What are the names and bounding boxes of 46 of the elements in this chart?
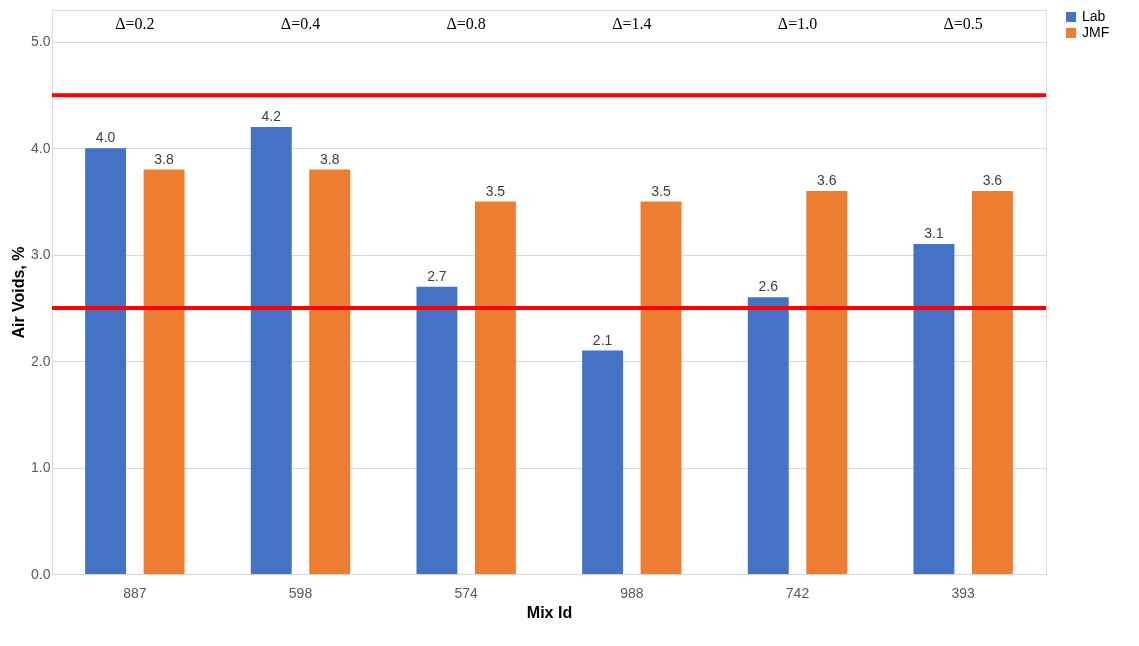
annotation: Δ=0.8 [446, 15, 486, 32]
bar [250, 127, 292, 574]
annotation: Δ=0.4 [280, 15, 321, 32]
y-tick-label: 2.0 [31, 352, 51, 369]
annotation: Δ=0.5 [943, 15, 983, 32]
data-label: 2.1 [592, 331, 613, 348]
bar [971, 190, 1013, 574]
y-tick-label: 0.0 [31, 565, 51, 582]
data-label: 3.8 [154, 150, 175, 167]
x-axis-title: Mix Id [526, 603, 573, 621]
annotation: Δ=0.2 [115, 15, 155, 32]
x-tick-label: 887 [123, 584, 147, 601]
bar [474, 201, 516, 574]
bar [640, 201, 682, 574]
legend-label: Lab [1082, 8, 1106, 24]
data-label: 3.1 [924, 225, 944, 242]
bar [806, 190, 848, 574]
data-label: 4.2 [261, 108, 282, 125]
data-label: 2.7 [427, 267, 447, 284]
y-tick-label: 1.0 [31, 459, 51, 476]
x-tick-label: 988 [620, 584, 644, 601]
y-tick-label: 4.0 [31, 139, 51, 156]
data-label: 3.6 [817, 171, 837, 188]
bar [416, 286, 458, 574]
data-label: 4.0 [95, 129, 116, 146]
data-label: 2.6 [758, 278, 779, 295]
bar [913, 244, 955, 574]
x-tick-label: 598 [288, 584, 313, 601]
y-tick-label: 5.0 [31, 33, 51, 50]
bar [143, 169, 185, 574]
x-tick-label: 393 [951, 584, 976, 601]
bar [747, 297, 789, 574]
bar [309, 169, 351, 574]
y-tick-label: 3.0 [31, 246, 51, 263]
data-label: 3.6 [982, 171, 1003, 188]
bar [85, 148, 127, 574]
legend-label: JMF [1082, 24, 1110, 40]
y-axis-title: Air Voids, % [10, 246, 28, 339]
annotation: Δ=1.0 [777, 15, 818, 32]
x-tick-label: 742 [785, 584, 810, 601]
data-label: 3.8 [320, 150, 340, 167]
data-label: 3.5 [485, 182, 506, 199]
bar [582, 350, 624, 574]
annotation: Δ=1.4 [612, 15, 652, 32]
data-label: 3.5 [651, 182, 672, 199]
x-tick-label: 574 [454, 584, 479, 601]
